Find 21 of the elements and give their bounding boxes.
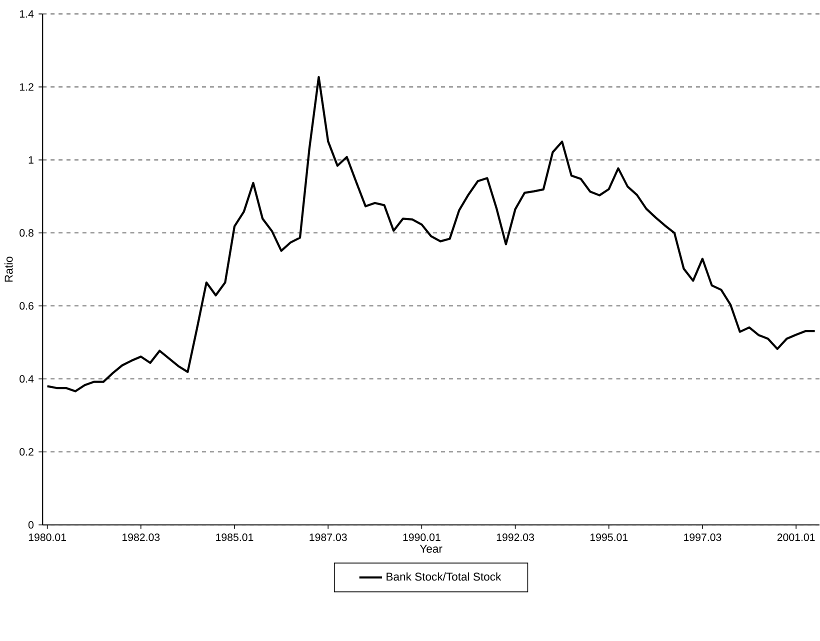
y-tick-label: 0.6 <box>20 302 34 310</box>
line-series <box>46 76 816 392</box>
y-tick-label: 1.2 <box>20 83 34 90</box>
x-tick-label: 2001.01 <box>777 533 815 541</box>
x-tick-label: 1990.01 <box>403 533 440 541</box>
y-tick-label: 0.4 <box>20 374 34 382</box>
x-tick-label: 1987.03 <box>310 533 347 541</box>
x-tick-label: 1992.03 <box>496 533 534 541</box>
y-tick-label: 0.8 <box>20 228 34 236</box>
y-tick-label: 0.2 <box>20 448 34 456</box>
y-tick-label: 0 <box>28 520 34 528</box>
x-tick-label: 1985.01 <box>216 533 254 541</box>
x-tick-label: 1997.03 <box>684 533 722 541</box>
x-tick-label: 1980.01 <box>28 533 66 541</box>
legend-label: Bank Stock/Total Stock <box>386 572 502 580</box>
x-axis-title: Year <box>420 544 442 553</box>
y-tick-label: 1.4 <box>20 10 34 18</box>
x-tick-label: 1995.01 <box>590 533 628 541</box>
x-tick-label: 1982.03 <box>122 533 160 541</box>
y-tick-label: 1 <box>28 156 34 164</box>
y-axis-title: Ratio <box>4 256 13 282</box>
